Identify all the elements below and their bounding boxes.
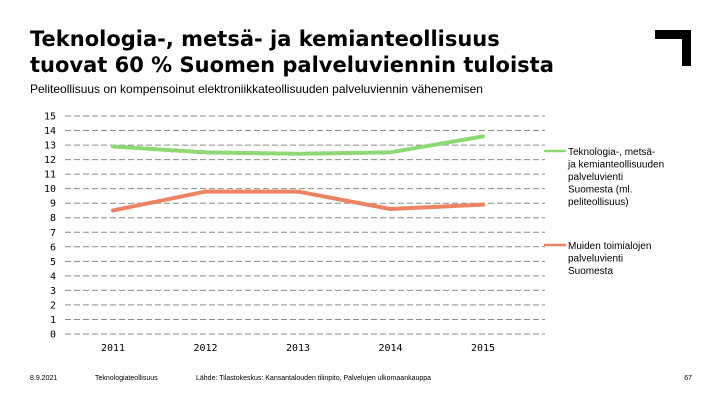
footer-org: Teknologiateollisuus xyxy=(95,375,158,382)
y-tick-label: 14 xyxy=(44,126,56,137)
legend-label-2: Suomesta xyxy=(568,266,613,277)
x-tick-label: 2013 xyxy=(286,343,310,354)
title-line-2: tuovat 60 % Suomen palveluviennin tulois… xyxy=(30,53,554,77)
y-tick-label: 13 xyxy=(44,141,56,152)
y-tick-label: 11 xyxy=(44,170,56,181)
legend-label-1: palveluvienti xyxy=(568,172,623,183)
corner-bracket-icon xyxy=(655,30,691,66)
y-tick-label: 9 xyxy=(50,199,56,210)
y-tick-label: 15 xyxy=(44,112,56,123)
y-tick-label: 12 xyxy=(44,155,56,166)
x-tick-label: 2014 xyxy=(378,343,402,354)
grid-layer xyxy=(65,115,545,335)
page-number: 67 xyxy=(684,375,692,382)
y-tick-label: 2 xyxy=(50,300,56,311)
legend-label-2: palveluvienti xyxy=(568,254,623,265)
y-tick-label: 4 xyxy=(50,271,56,282)
y-tick-label: 6 xyxy=(50,242,56,253)
legend-label-2: Muiden toimialojen xyxy=(568,241,651,252)
y-tick-label: 8 xyxy=(50,213,56,224)
y-tick-label: 3 xyxy=(50,286,56,297)
y-tick-label: 10 xyxy=(44,184,56,195)
series-layer xyxy=(111,134,485,213)
y-tick-label: 7 xyxy=(50,228,56,239)
legend-layer: Teknologia-, metsä-ja kemianteollisuuden… xyxy=(544,147,664,277)
series-line-2 xyxy=(111,189,485,213)
x-tick-label: 2015 xyxy=(471,343,495,354)
page-title: Teknologia-, metsä- ja kemianteollisuus … xyxy=(30,26,630,78)
legend-label-1: peliteollisuus) xyxy=(568,197,629,208)
title-line-1: Teknologia-, metsä- ja kemianteollisuus xyxy=(30,27,500,51)
page-subtitle: Peliteollisuus on kompensoinut elektroni… xyxy=(30,82,483,96)
legend-label-1: ja kemianteollisuuden xyxy=(567,160,664,171)
y-tick-label: 5 xyxy=(50,257,56,268)
y-tick-label: 0 xyxy=(50,330,56,341)
x-tick-label: 2012 xyxy=(193,343,217,354)
legend-label-1: Teknologia-, metsä- xyxy=(568,147,655,158)
brand-logo xyxy=(655,30,691,66)
x-tick-label: 2011 xyxy=(101,343,125,354)
footer-date: 8.9.2021 xyxy=(30,375,58,382)
legend-label-1: Suomesta (ml. xyxy=(568,185,632,196)
footer-source: Lähde: Tilastokeskus: Kansantalouden til… xyxy=(196,375,432,382)
y-tick-label: 1 xyxy=(50,315,56,326)
